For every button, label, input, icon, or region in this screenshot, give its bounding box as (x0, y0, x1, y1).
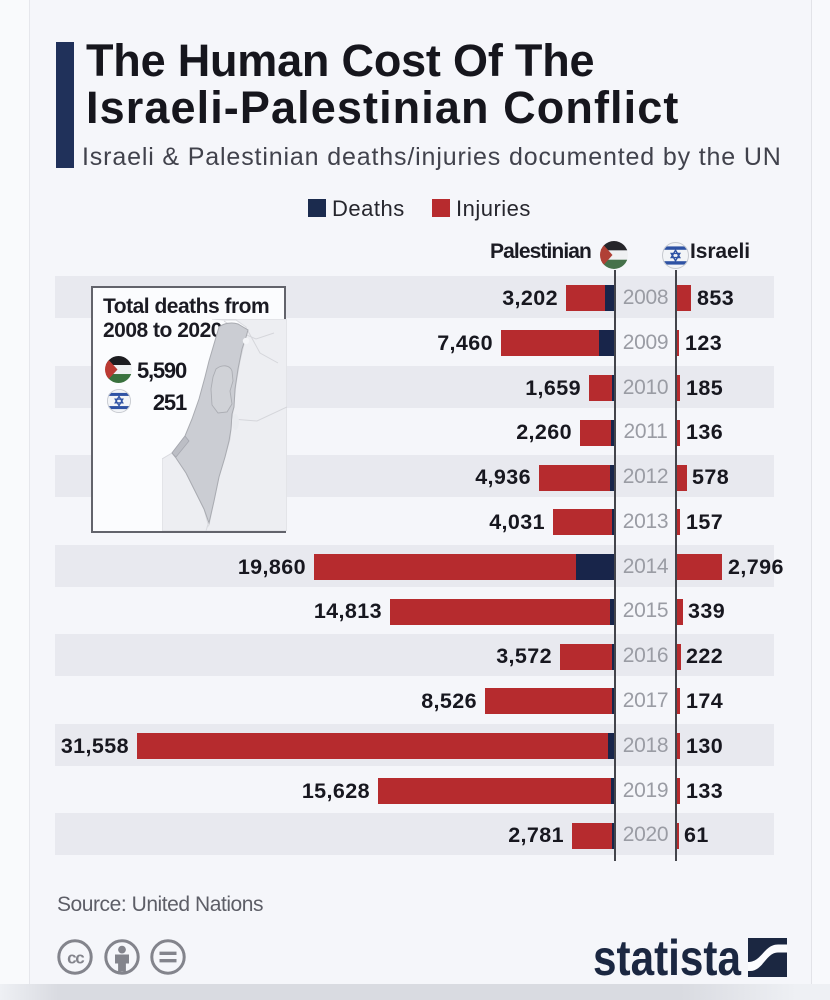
svg-text:statista: statista (593, 930, 742, 980)
svg-text:cc: cc (67, 949, 84, 968)
